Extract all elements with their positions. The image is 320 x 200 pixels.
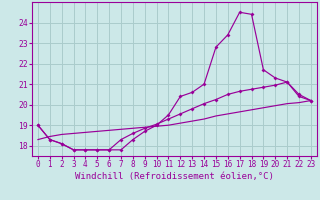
X-axis label: Windchill (Refroidissement éolien,°C): Windchill (Refroidissement éolien,°C) [75,172,274,181]
